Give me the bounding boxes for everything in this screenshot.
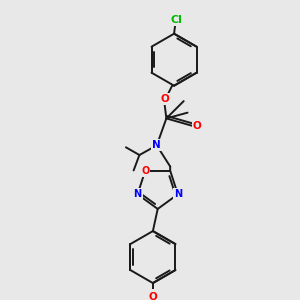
Text: Cl: Cl — [170, 15, 182, 25]
Text: O: O — [148, 292, 157, 300]
Text: O: O — [160, 94, 169, 104]
Text: O: O — [193, 121, 202, 131]
Text: N: N — [152, 140, 161, 150]
Text: N: N — [174, 189, 182, 199]
Text: O: O — [141, 166, 149, 176]
Text: N: N — [134, 189, 142, 199]
